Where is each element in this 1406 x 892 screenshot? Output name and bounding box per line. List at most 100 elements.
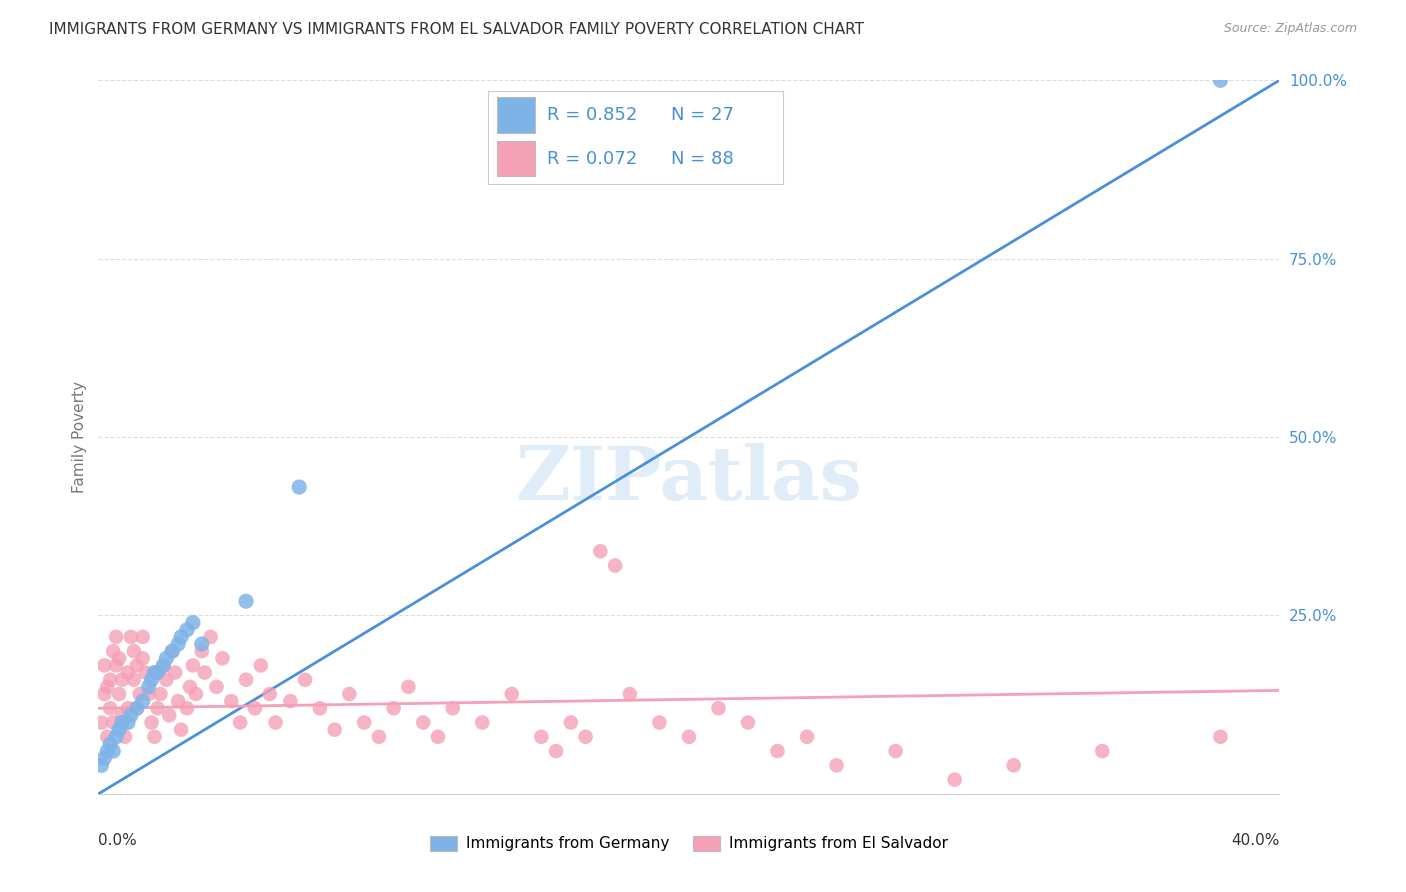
Y-axis label: Family Poverty: Family Poverty — [72, 381, 87, 493]
Point — [90, 758, 112, 772]
Point — [294, 673, 316, 687]
Point — [146, 665, 169, 680]
Point — [120, 708, 142, 723]
Point — [264, 715, 287, 730]
Point — [138, 680, 160, 694]
Point — [235, 594, 257, 608]
Point — [155, 651, 177, 665]
Point — [943, 772, 966, 787]
Point — [143, 665, 166, 680]
Text: 40.0%: 40.0% — [1232, 833, 1279, 848]
Point — [1091, 744, 1114, 758]
Point — [211, 651, 233, 665]
Point — [200, 630, 222, 644]
Point — [111, 673, 134, 687]
Point — [235, 673, 257, 687]
Point — [132, 694, 155, 708]
Text: IMMIGRANTS FROM GERMANY VS IMMIGRANTS FROM EL SALVADOR FAMILY POVERTY CORRELATIO: IMMIGRANTS FROM GERMANY VS IMMIGRANTS FR… — [49, 22, 865, 37]
Text: R = 0.852: R = 0.852 — [547, 106, 637, 124]
Point — [90, 715, 112, 730]
Point — [103, 744, 125, 758]
Point — [575, 730, 598, 744]
Point — [114, 730, 136, 744]
Point — [181, 615, 204, 630]
Point — [152, 658, 174, 673]
Point — [427, 730, 450, 744]
Point — [339, 687, 361, 701]
Point — [259, 687, 281, 701]
Point — [181, 658, 204, 673]
Point — [323, 723, 346, 737]
Point — [122, 673, 145, 687]
Point — [117, 701, 139, 715]
Point — [184, 687, 207, 701]
Point — [1209, 73, 1232, 87]
Point — [825, 758, 848, 772]
Point — [243, 701, 266, 715]
Point — [471, 715, 494, 730]
Point — [132, 630, 155, 644]
Point — [221, 694, 243, 708]
Point — [122, 644, 145, 658]
Point — [93, 687, 115, 701]
Point — [191, 637, 214, 651]
Point — [250, 658, 273, 673]
Point — [162, 644, 183, 658]
Text: N = 27: N = 27 — [671, 106, 734, 124]
Point — [530, 730, 553, 744]
Point — [368, 730, 391, 744]
Point — [1002, 758, 1025, 772]
Point — [146, 701, 169, 715]
Point — [412, 715, 434, 730]
Point — [170, 630, 193, 644]
Point — [546, 744, 568, 758]
Text: N = 88: N = 88 — [671, 150, 734, 168]
Point — [796, 730, 818, 744]
Point — [98, 673, 121, 687]
Point — [678, 730, 700, 744]
Point — [766, 744, 789, 758]
Point — [441, 701, 464, 715]
Point — [884, 744, 907, 758]
Point — [501, 687, 523, 701]
Point — [560, 715, 582, 730]
Point — [125, 701, 148, 715]
Point — [111, 708, 134, 723]
Point — [135, 665, 157, 680]
Point — [382, 701, 405, 715]
Point — [170, 723, 193, 737]
Text: ZIPatlas: ZIPatlas — [516, 443, 862, 516]
Point — [176, 623, 198, 637]
Point — [167, 694, 190, 708]
Point — [98, 701, 121, 715]
Point — [93, 658, 115, 673]
Point — [108, 687, 131, 701]
Point — [648, 715, 671, 730]
Point — [176, 701, 198, 715]
Point — [152, 658, 174, 673]
Point — [605, 558, 627, 573]
Point — [143, 730, 166, 744]
Point — [179, 680, 201, 694]
Point — [96, 730, 118, 744]
Point — [120, 630, 142, 644]
Point — [108, 651, 131, 665]
Point — [125, 701, 148, 715]
Point — [96, 680, 118, 694]
Point — [108, 723, 131, 737]
Point — [155, 673, 177, 687]
Point — [157, 708, 180, 723]
Bar — [498, 141, 536, 177]
Point — [288, 480, 311, 494]
Point — [1209, 730, 1232, 744]
Text: R = 0.072: R = 0.072 — [547, 150, 637, 168]
Point — [589, 544, 612, 558]
Point — [165, 665, 187, 680]
Point — [205, 680, 228, 694]
Point — [619, 687, 641, 701]
Point — [280, 694, 302, 708]
Point — [105, 630, 128, 644]
Point — [353, 715, 375, 730]
Point — [96, 744, 118, 758]
Point — [398, 680, 420, 694]
